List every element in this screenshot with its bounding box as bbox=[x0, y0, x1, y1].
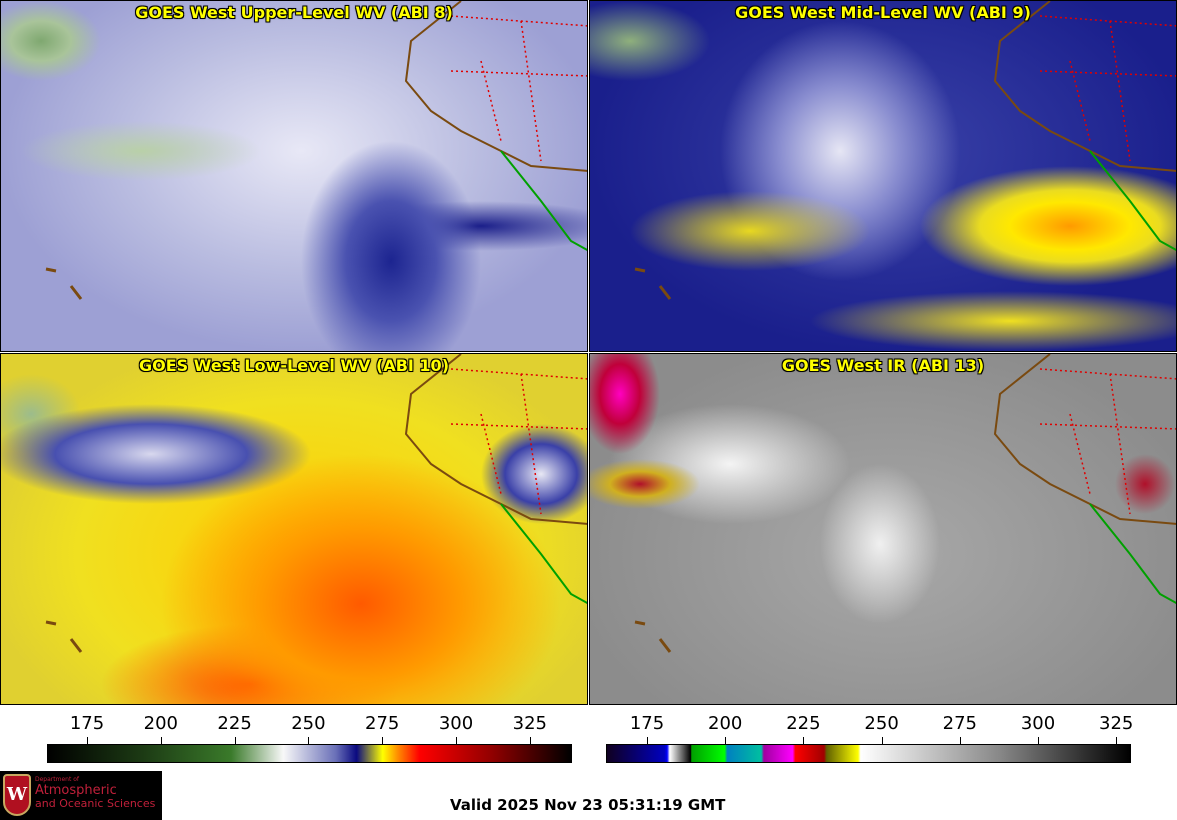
coastline-overlay bbox=[45, 354, 587, 653]
colorbar-tick-mark bbox=[234, 737, 236, 744]
colorbar-tick-label: 250 bbox=[864, 713, 899, 734]
colorbar-tick-mark bbox=[1038, 737, 1039, 744]
colorbar-tick-label: 250 bbox=[291, 713, 326, 734]
colorbar-tick-label: 275 bbox=[942, 713, 977, 734]
logo-line3: and Oceanic Sciences bbox=[35, 797, 156, 810]
colorbar-tick-mark bbox=[87, 737, 88, 744]
coastline-overlay bbox=[634, 1, 1176, 300]
colorbar-tick-mark bbox=[160, 737, 162, 744]
coastline-overlay bbox=[634, 354, 1176, 653]
colorbar-tick-mark bbox=[456, 737, 457, 744]
colorbar-tick-label: 225 bbox=[217, 713, 252, 734]
valid-time: Valid 2025 Nov 23 05:31:19 GMT bbox=[450, 796, 726, 814]
colorbar-tick-label: 175 bbox=[629, 713, 665, 734]
colorbar-tick-label: 200 bbox=[708, 713, 743, 734]
wv-colorbar bbox=[47, 744, 572, 763]
colorbar-tick-mark bbox=[382, 737, 384, 744]
mid-level-wv-panel: GOES West Mid-Level WV (ABI 9) bbox=[589, 0, 1177, 352]
colorbar-tick-mark bbox=[725, 737, 727, 744]
colorbar-tick-mark bbox=[959, 737, 961, 744]
colorbar-tick-label: 300 bbox=[1020, 713, 1056, 734]
aos-logo: W Department of Atmospheric and Oceanic … bbox=[0, 771, 162, 820]
panel-title: GOES West Low-Level WV (ABI 10) bbox=[138, 356, 449, 375]
panel-title: GOES West Mid-Level WV (ABI 9) bbox=[735, 3, 1031, 22]
colorbar-tick-mark bbox=[881, 737, 883, 744]
low-level-wv-panel: GOES West Low-Level WV (ABI 10) bbox=[0, 353, 588, 705]
colorbar-tick-label: 200 bbox=[143, 713, 178, 734]
colorbar-tick-label: 225 bbox=[786, 713, 821, 734]
colorbar-tick-label: 325 bbox=[512, 713, 547, 734]
colorbar-tick-mark bbox=[803, 737, 805, 744]
infrared-panel: GOES West IR (ABI 13) bbox=[589, 353, 1177, 705]
colorbar-tick-label: 300 bbox=[438, 713, 474, 734]
colorbar-tick-mark bbox=[308, 737, 310, 744]
colorbar-tick-mark bbox=[529, 737, 531, 744]
upper-level-wv-panel: GOES West Upper-Level WV (ABI 8) bbox=[0, 0, 588, 352]
uw-crest-icon: W bbox=[3, 774, 31, 816]
colorbar-tick-label: 175 bbox=[69, 713, 105, 734]
coastline-overlay bbox=[45, 1, 587, 300]
logo-line1: Department of bbox=[35, 776, 79, 783]
colorbar-tick-mark bbox=[1116, 737, 1118, 744]
ir-colorbar bbox=[606, 744, 1131, 763]
colorbar-tick-mark bbox=[647, 737, 648, 744]
logo-line2: Atmospheric bbox=[35, 783, 117, 798]
panel-title: GOES West Upper-Level WV (ABI 8) bbox=[135, 3, 453, 22]
colorbar-tick-label: 325 bbox=[1099, 713, 1134, 734]
colorbar-tick-label: 275 bbox=[365, 713, 400, 734]
panel-title: GOES West IR (ABI 13) bbox=[781, 356, 985, 375]
